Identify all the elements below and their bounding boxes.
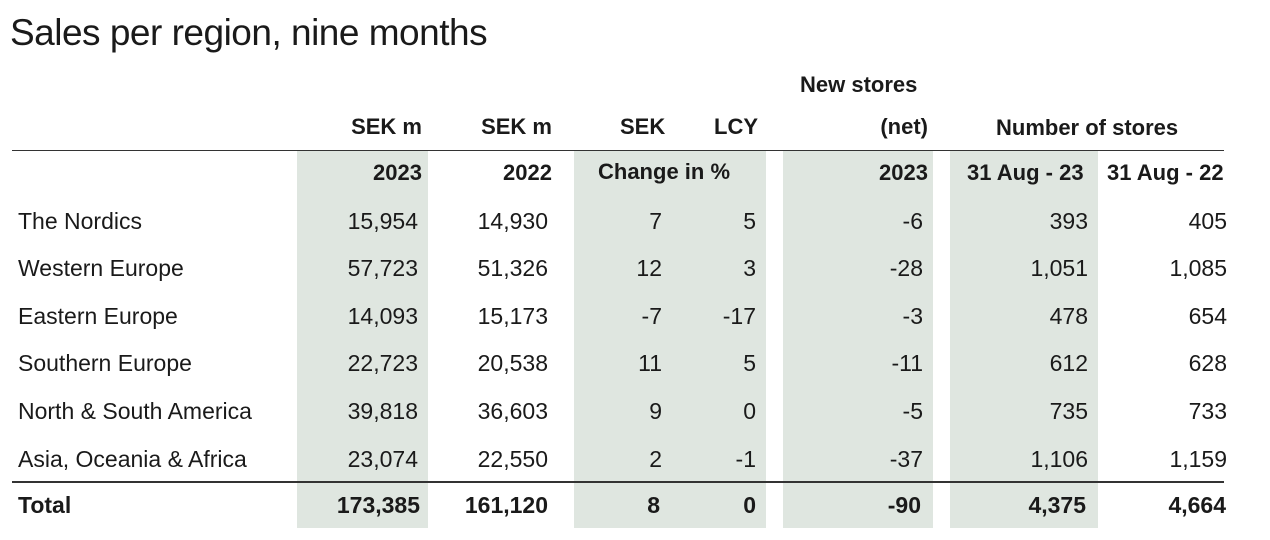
cell-stores-2022: 733 <box>1188 398 1227 424</box>
cell-sek-2022: 36,603 <box>477 398 548 424</box>
cell-stores-2023: 612 <box>1049 350 1088 376</box>
header-year-2022: 2022 <box>503 160 552 185</box>
cell-change-lcy: -17 <box>722 303 756 329</box>
row-region: Eastern Europe <box>18 303 178 329</box>
cell-sek-2023: 14,093 <box>347 303 418 329</box>
total-new-stores: -90 <box>887 492 921 518</box>
cell-change-lcy: -1 <box>735 446 756 472</box>
total-sek-2022: 161,120 <box>464 492 548 518</box>
cell-stores-2022: 628 <box>1188 350 1227 376</box>
total-change-sek: 8 <box>647 492 660 518</box>
header-new-stores-year: 2023 <box>879 160 928 185</box>
cell-sek-2023: 57,723 <box>347 255 418 281</box>
cell-change-lcy: 3 <box>743 255 756 281</box>
row-region: The Nordics <box>18 208 142 234</box>
cell-change-sek: 7 <box>649 208 662 234</box>
header-date-2023: 31 Aug - 23 <box>967 160 1084 185</box>
total-stores-2023: 4,375 <box>1028 492 1086 518</box>
header-unit-lcy-change: LCY <box>714 114 758 139</box>
cell-new-stores: -5 <box>902 398 923 424</box>
cell-sek-2023: 23,074 <box>347 446 418 472</box>
cell-change-lcy: 5 <box>743 350 756 376</box>
cell-stores-2023: 1,051 <box>1030 255 1088 281</box>
cell-change-sek: 12 <box>636 255 662 281</box>
cell-change-sek: -7 <box>641 303 662 329</box>
header-number-of-stores: Number of stores <box>996 115 1179 140</box>
cell-new-stores: -3 <box>902 303 923 329</box>
total-rule <box>12 481 1224 483</box>
cell-stores-2023: 1,106 <box>1030 446 1088 472</box>
cell-sek-2022: 22,550 <box>477 446 548 472</box>
total-stores-2022: 4,664 <box>1168 492 1226 518</box>
row-region: Western Europe <box>18 255 184 281</box>
cell-sek-2023: 22,723 <box>347 350 418 376</box>
cell-stores-2022: 1,085 <box>1169 255 1227 281</box>
header-rule <box>12 150 1224 151</box>
cell-sek-2022: 20,538 <box>477 350 548 376</box>
cell-stores-2022: 654 <box>1188 303 1227 329</box>
page-title: Sales per region, nine months <box>10 12 488 53</box>
cell-change-sek: 11 <box>638 350 662 376</box>
cell-stores-2022: 405 <box>1188 208 1227 234</box>
row-region: North & South America <box>18 398 252 424</box>
cell-change-lcy: 0 <box>743 398 756 424</box>
cell-sek-2022: 15,173 <box>477 303 548 329</box>
header-year-2023: 2023 <box>373 160 422 185</box>
row-region: Asia, Oceania & Africa <box>18 446 247 472</box>
cell-stores-2023: 735 <box>1049 398 1088 424</box>
cell-stores-2023: 393 <box>1049 208 1088 234</box>
total-label: Total <box>18 492 72 518</box>
header-new-stores-line2: (net) <box>880 114 928 139</box>
cell-sek-2022: 14,930 <box>477 208 548 234</box>
header-change-in-pct: Change in % <box>598 159 731 184</box>
total-sek-2023: 173,385 <box>336 492 420 518</box>
header-unit-sek-change: SEK <box>620 114 666 139</box>
cell-sek-2023: 15,954 <box>347 208 418 234</box>
row-region: Southern Europe <box>18 350 192 376</box>
cell-new-stores: -37 <box>889 446 923 472</box>
cell-stores-2022: 1,159 <box>1169 446 1227 472</box>
shade-change-pct <box>574 150 766 528</box>
shade-sek-2023 <box>297 150 428 528</box>
cell-sek-2022: 51,326 <box>477 255 548 281</box>
header-unit-sek-2023: SEK m <box>351 114 422 139</box>
cell-sek-2023: 39,818 <box>347 398 418 424</box>
cell-stores-2023: 478 <box>1049 303 1088 329</box>
header-date-2022: 31 Aug - 22 <box>1107 160 1224 185</box>
shade-stores-2023 <box>950 150 1098 528</box>
total-change-lcy: 0 <box>743 492 756 518</box>
shade-new-stores <box>783 150 933 528</box>
cell-new-stores: -28 <box>889 255 923 281</box>
cell-change-sek: 9 <box>649 398 662 424</box>
cell-new-stores: -11 <box>891 350 923 376</box>
header-unit-sek-2022: SEK m <box>481 114 552 139</box>
cell-new-stores: -6 <box>902 208 923 234</box>
cell-change-lcy: 5 <box>743 208 756 234</box>
header-new-stores-line1: New stores <box>800 72 918 97</box>
cell-change-sek: 2 <box>649 446 662 472</box>
